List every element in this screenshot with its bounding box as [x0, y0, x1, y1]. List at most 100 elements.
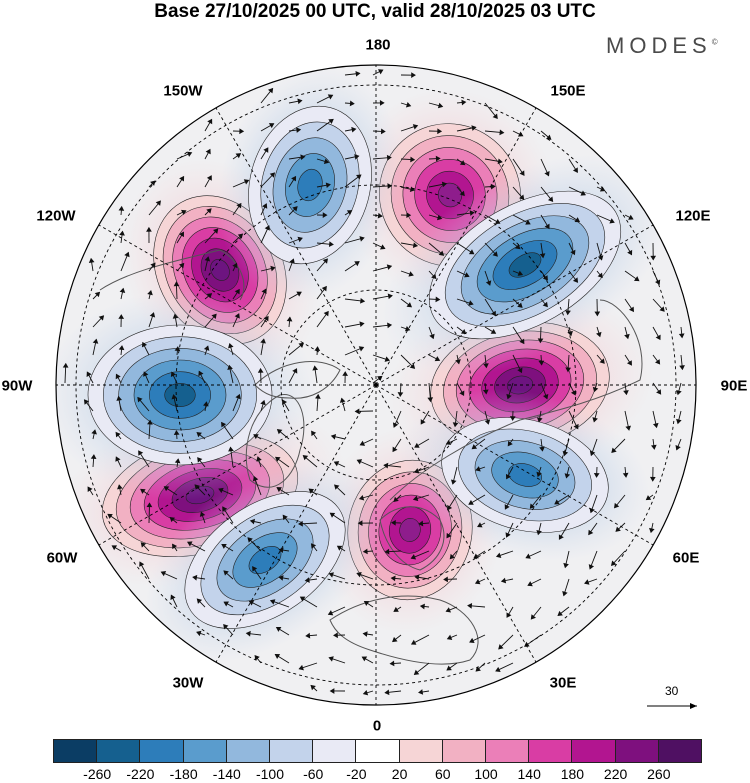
wind-vector-head: [323, 310, 329, 317]
wind-vector-head: [445, 439, 452, 445]
wind-vector-head: [525, 553, 531, 559]
wind-vector-head: [329, 512, 336, 518]
wind-vector-head: [659, 306, 665, 312]
wind-vector-head: [459, 190, 465, 197]
wind-vector-head: [140, 488, 146, 494]
wind-vector-head: [174, 458, 181, 464]
wind-vector-head: [492, 251, 498, 257]
wind-vector-head: [199, 511, 206, 517]
wind-vector-head: [611, 447, 617, 453]
wind-vector-head: [506, 393, 512, 400]
wind-vector-head: [172, 313, 179, 319]
wind-vector-head: [624, 333, 630, 340]
anomaly-field: [56, 66, 669, 663]
wind-vector-head: [267, 87, 274, 94]
wind-vector-head: [221, 543, 227, 549]
wind-vector-head: [239, 128, 245, 135]
wind-vector-head: [380, 244, 386, 250]
wind-vectors: [62, 69, 685, 696]
wind-vector-head: [171, 394, 178, 400]
wind-vector-head: [243, 179, 250, 185]
colorbar-tick-label: -140: [212, 766, 241, 782]
wind-vector-head: [297, 236, 303, 243]
colorbar-segment: [657, 739, 703, 763]
wind-vector-head: [485, 280, 492, 286]
brand-name: MODES: [606, 33, 712, 58]
wind-vector-head: [656, 389, 662, 395]
wind-vector-head: [419, 603, 425, 610]
wind-vector-head: [170, 371, 177, 378]
wind-vector-head: [494, 218, 501, 224]
wind-vector-head: [362, 548, 368, 555]
lon-label-90w: 90W: [1, 377, 33, 395]
wind-vector-head: [274, 654, 281, 659]
colorbar-tick-label: -60: [303, 766, 324, 782]
wind-vector-head: [362, 631, 368, 637]
wind-vector-head: [170, 594, 176, 600]
wind-vector-head: [203, 345, 210, 351]
wind-vector-head: [678, 333, 685, 339]
wind-vector-head: [468, 499, 474, 505]
wind-vector-head: [325, 182, 331, 189]
wind-vector-head: [275, 626, 282, 632]
wind-vector-head: [495, 552, 502, 558]
wind-vector-head: [245, 630, 251, 637]
wind-vector-head: [461, 99, 467, 106]
wind-vector-head: [450, 479, 457, 485]
coastline-scandinavia: [379, 506, 445, 571]
colorbar-segment: [96, 739, 141, 763]
wind-vector-head: [536, 471, 542, 478]
wind-vector-head: [186, 151, 193, 157]
wind-vector-head: [628, 306, 634, 313]
wind-vector-head: [178, 262, 185, 269]
wind-vector-head: [384, 548, 390, 555]
wind-vector-head: [98, 315, 105, 321]
wind-vector-head: [150, 180, 156, 186]
wind-vector-head: [565, 367, 572, 373]
wind-vector-head: [574, 217, 581, 223]
wind-vector-head: [359, 236, 365, 242]
wind-vector-head: [282, 514, 288, 521]
wind-vector-head: [363, 600, 370, 606]
wind-vector-head: [655, 334, 661, 341]
wind-vector-head: [384, 356, 390, 362]
wind-vector-head: [356, 459, 363, 465]
wind-vector-head: [484, 419, 491, 425]
wind-vector-head: [311, 430, 317, 437]
wind-vector-head: [328, 118, 334, 125]
wind-vector-head: [173, 430, 180, 436]
wind-vector-head: [118, 205, 125, 211]
wind-vector-head: [393, 606, 399, 612]
lon-label-30e: 30E: [549, 674, 577, 692]
wind-vector-head: [115, 456, 121, 462]
wind-vector-head: [310, 543, 317, 549]
wind-vector-head: [565, 310, 571, 316]
colorbar-segment: [182, 739, 227, 763]
wind-vector-head: [205, 148, 211, 155]
wind-vector-head: [412, 242, 419, 248]
wind-vector-head: [384, 689, 390, 696]
wind-vector-head: [146, 226, 152, 232]
wind-vector-head: [392, 446, 398, 453]
wind-vector-head: [150, 262, 156, 269]
wind-vector-head: [492, 113, 498, 120]
wind-vector-head: [276, 487, 282, 493]
wind-vector-head: [408, 271, 414, 277]
wind-vector-head: [649, 527, 655, 534]
wind-vector-head: [449, 553, 455, 560]
wind-vector-head: [118, 314, 125, 319]
wind-vector-head: [196, 598, 203, 604]
wind-vector-head: [107, 513, 113, 519]
wind-vector-head: [414, 574, 420, 581]
anomaly-low: [381, 154, 669, 376]
wind-vector-head: [143, 371, 149, 377]
wind-vector-head: [536, 529, 542, 536]
wind-vector-head: [536, 417, 543, 423]
anomaly-contour: [508, 463, 542, 487]
wind-vector-head: [333, 461, 340, 467]
colorbar-tick-label: -180: [169, 766, 198, 782]
wind-vector-head: [537, 338, 544, 344]
wind-vector-head: [676, 389, 682, 396]
wind-vector-head: [312, 365, 319, 371]
wind-vector-head: [525, 219, 531, 225]
